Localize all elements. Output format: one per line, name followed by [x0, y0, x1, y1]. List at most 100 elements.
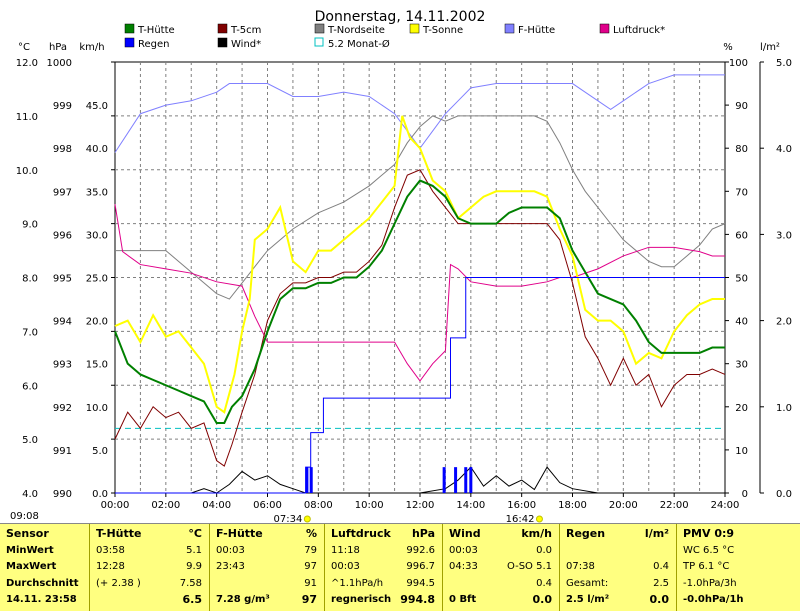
- stats-value: 0.0: [532, 593, 553, 606]
- time-tick-label: 04:00: [202, 500, 231, 511]
- stats-column: Sensor MinWert MaxWert Durchschnitt 14.11. 2…: [0, 524, 90, 611]
- temp-tick-label: 9.0: [22, 220, 38, 231]
- axes: 12.011.010.09.08.07.06.05.04.01000999998…: [16, 58, 792, 511]
- series-thtte: [114, 179, 725, 424]
- wind-tick-label: 5.0: [92, 446, 108, 457]
- stats-row: 2.5 l/m² 0.0: [560, 592, 677, 608]
- series-t5cm: [114, 169, 726, 467]
- stats-header: Luftdruck hPa: [325, 526, 443, 542]
- stats-row: 00:03 79: [210, 543, 325, 559]
- stats-label: Sensor: [6, 527, 49, 540]
- humidity-tick-label: 0: [742, 489, 748, 500]
- humidity-tick-label: 90: [735, 101, 748, 112]
- pressure-unit: hPa: [49, 42, 67, 53]
- stats-label: PMV 0:9: [683, 527, 735, 540]
- time-tick-label: 14:00: [456, 500, 485, 511]
- stats-label: -1.0hPa/3h: [683, 577, 737, 589]
- pressure-tick-label: 994: [53, 317, 72, 328]
- time-tick-label: 18:00: [558, 500, 587, 511]
- legend-label: T-5cm: [230, 25, 261, 36]
- humidity-unit: %: [723, 42, 733, 53]
- stats-value: 6.5: [182, 593, 203, 606]
- stats-value: O-SO 5.1: [506, 561, 552, 572]
- stats-label: Regen: [566, 527, 606, 540]
- stats-row: 23:43 97: [210, 559, 325, 575]
- legend-label: Wind*: [231, 39, 261, 50]
- wind-tick-label: 10.0: [86, 403, 108, 414]
- humidity-tick-label: 100: [729, 58, 748, 69]
- stats-value: 9.9: [186, 561, 202, 572]
- stats-label: -0.0hPa/1h: [683, 594, 744, 605]
- stats-label: Luftdruck: [331, 527, 391, 540]
- stats-label: 07:38: [566, 561, 595, 572]
- stats-column: Wind km/h 00:03 0.0 04:33 O-SO 5.1 0.4 0 Bft 0.0: [443, 524, 560, 611]
- stats-value: 0.4: [653, 561, 669, 572]
- humidity-tick-label: 80: [735, 144, 748, 155]
- humidity-tick-label: 60: [735, 230, 748, 241]
- stats-value: km/h: [521, 527, 552, 540]
- temp-tick-label: 7.0: [22, 327, 38, 338]
- humidity-tick-label: 20: [735, 403, 748, 414]
- stats-row: ^1.1hPa/h 994.5: [325, 576, 443, 592]
- rain-bar: [305, 467, 309, 493]
- stats-row: WC 6.5 °C: [677, 543, 800, 559]
- series-luftdruck: [114, 204, 725, 382]
- legend-swatch: [314, 23, 325, 34]
- stats-value: 992.6: [406, 544, 435, 556]
- stats-row: 0 Bft 0.0: [443, 592, 560, 608]
- wind-tick-label: 35.0: [86, 187, 108, 198]
- temp-tick-label: 4.0: [22, 489, 38, 500]
- sunset-dot: [535, 515, 543, 523]
- legend-label: F-Hütte: [518, 25, 555, 36]
- stats-label: MinWert: [6, 544, 54, 556]
- stats-row: -0.0hPa/1h: [677, 592, 800, 608]
- stats-row: Durchschnitt: [0, 576, 90, 592]
- pressure-tick-label: 997: [53, 187, 72, 198]
- rain-tick-label: 2.0: [776, 317, 792, 328]
- sunset-time: 16:42: [506, 514, 535, 523]
- wind-tick-label: 0.0: [92, 489, 108, 500]
- time-tick-label: 00:00: [101, 500, 130, 511]
- stats-row: 00:03 996.7: [325, 559, 443, 575]
- stats-row: 00:03 0.0: [443, 543, 560, 559]
- legend-swatch: [504, 23, 515, 34]
- humidity-tick-label: 10: [735, 446, 748, 457]
- chart-title: Donnerstag, 14.11.2002: [315, 9, 486, 25]
- stats-label: 14.11. 23:58: [6, 594, 77, 605]
- stats-header: F-Hütte%: [210, 526, 325, 542]
- time-tick-label: 20:00: [609, 500, 638, 511]
- legend: T-Hütte T-5cm T-Nordseite T-Sonne F-Hütte Luf…: [124, 23, 665, 50]
- legend-swatch: [314, 37, 324, 47]
- time-tick-label: 12:00: [406, 500, 435, 511]
- temp-tick-label: 12.0: [16, 58, 38, 69]
- wind-tick-label: 25.0: [86, 274, 108, 285]
- rain-tick-label: 0.0: [776, 489, 792, 500]
- stats-header: Regen l/m²: [560, 526, 677, 542]
- stats-row: 07:38 0.4: [560, 559, 677, 575]
- sunrise-time: 07:34: [273, 514, 302, 523]
- stats-label: T-Hütte: [96, 527, 142, 540]
- series-fhtte: [114, 74, 725, 153]
- stats-value: 97: [301, 593, 317, 606]
- stats-panel: Sensor MinWert MaxWert Durchschnitt 14.11. 2…: [0, 523, 800, 611]
- pressure-tick-label: 995: [53, 274, 72, 285]
- legend-swatch: [124, 23, 135, 34]
- stats-row: Gesamt: 2.5: [560, 576, 677, 592]
- stats-column: F-Hütte% 00:03 79 23:43 97 91 7.28 g/m³ 97: [210, 524, 325, 611]
- time-tick-label: 08:00: [304, 500, 333, 511]
- rain-bar: [309, 467, 313, 493]
- stats-column: Regen l/m² 07:38 0.4 Gesamt: 2.5 2.5 l/m² 0.0: [560, 524, 677, 611]
- humidity-tick-label: 30: [735, 360, 748, 371]
- stats-row: 11:18 992.6: [325, 543, 443, 559]
- legend-label: T-Nordseite: [327, 25, 385, 36]
- stats-label: MaxWert: [6, 561, 57, 572]
- wind-tick-label: 45.0: [86, 101, 108, 112]
- rain-tick-label: 1.0: [776, 403, 792, 414]
- stats-row: (+ 2.38 ) 7.58: [90, 576, 210, 592]
- stats-value: %: [305, 527, 317, 540]
- stats-value: 0.0: [536, 544, 552, 556]
- clock: 09:08: [10, 511, 39, 522]
- stats-value: 7.58: [179, 577, 202, 589]
- stats-label: 03:58: [96, 544, 125, 556]
- temp-unit: °C: [18, 42, 30, 53]
